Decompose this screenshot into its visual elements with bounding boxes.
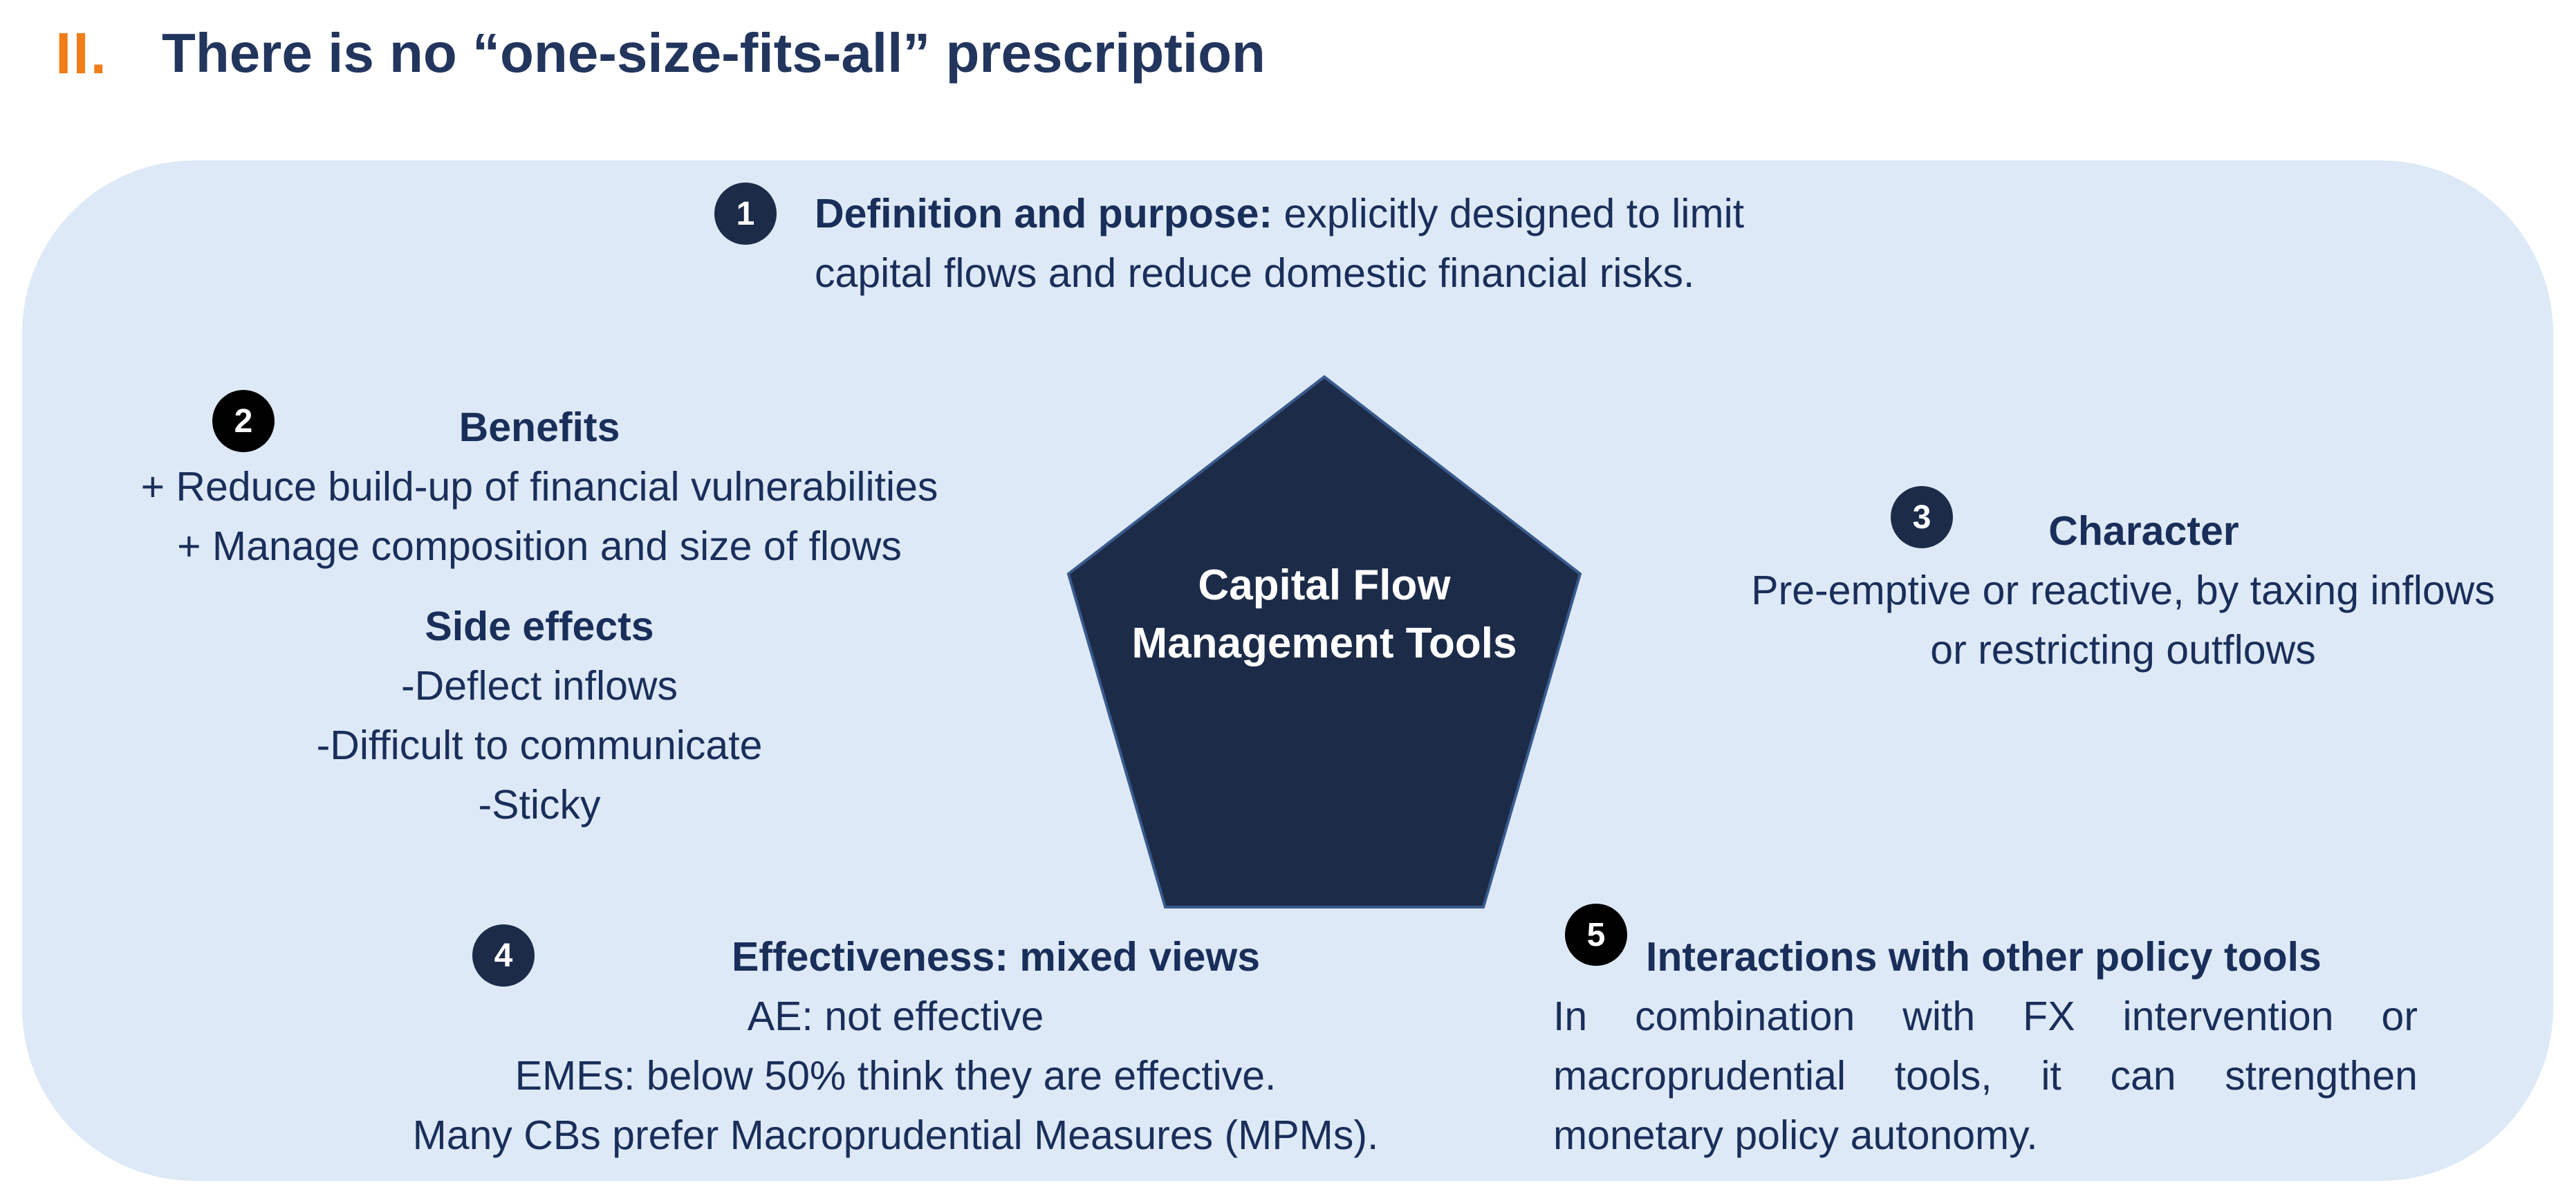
effectiveness-line-1: AE: not effective [747, 994, 1044, 1039]
benefits-heading: Benefits [458, 404, 620, 450]
benefit-1: + Reduce build-up of financial vulnerabi… [140, 464, 938, 510]
pentagon-shape [1066, 375, 1582, 908]
effectiveness-block: Effectiveness: mixed views AE: not effec… [339, 927, 1452, 1165]
interactions-heading: Interactions with other policy tools [1646, 934, 2322, 980]
interactions-line-1: In combination with FX intervention or [1553, 994, 2418, 1039]
badge-5: 5 [1565, 904, 1627, 966]
title-text: There is no “one-size-fits-all” prescrip… [162, 22, 1266, 84]
character-heading: Character [2048, 508, 2239, 554]
interactions-block: In combination with FX intervention or m… [1553, 987, 2418, 1165]
definition-text-2: capital flows and reduce domestic financ… [815, 250, 1695, 296]
benefit-2: + Manage composition and size of flows [177, 523, 902, 569]
side-effects-heading: Side effects [425, 604, 654, 649]
badge-3: 3 [1891, 486, 1953, 548]
interactions-line-2: macroprudential tools, it can strengthen [1553, 1053, 2418, 1099]
definition-heading: Definition and purpose: [815, 191, 1273, 236]
effectiveness-line-3: Many CBs prefer Macroprudential Measures… [412, 1112, 1379, 1158]
center-label-line-2: Management Tools [1131, 619, 1517, 667]
side-effect-1: -Deflect inflows [400, 663, 678, 709]
definition-block: Definition and purpose: explicitly desig… [815, 184, 1893, 303]
side-effect-3: -Sticky [478, 782, 601, 828]
effectiveness-line-2: EMEs: below 50% think they are effective… [515, 1053, 1277, 1099]
badge-1: 1 [714, 183, 777, 245]
effectiveness-heading: Effectiveness: mixed views [731, 934, 1261, 980]
benefits-block: Benefits + Reduce build-up of financial … [55, 398, 1023, 834]
definition-text-1: explicitly designed to limit [1272, 191, 1745, 236]
definition-line-1: Definition and purpose: explicitly desig… [815, 191, 1744, 236]
slide-title: II. There is no “one-size-fits-all” pres… [55, 15, 1266, 91]
interactions-heading-row: Interactions with other policy tools [1646, 927, 2476, 987]
character-block: Character Pre-emptive or reactive, by ta… [1674, 501, 2573, 680]
center-label-line-1: Capital Flow [1198, 561, 1451, 609]
interactions-line-3: monetary policy autonomy. [1553, 1112, 2038, 1158]
center-label: Capital Flow Management Tools [1065, 557, 1584, 673]
badge-4: 4 [472, 924, 535, 987]
badge-2: 2 [212, 390, 275, 452]
section-number: II. [55, 20, 109, 86]
character-line-2: or restricting outflows [1930, 627, 2316, 673]
character-line-1: Pre-emptive or reactive, by taxing inflo… [1751, 568, 2495, 613]
side-effect-2: -Difficult to communicate [316, 722, 763, 768]
